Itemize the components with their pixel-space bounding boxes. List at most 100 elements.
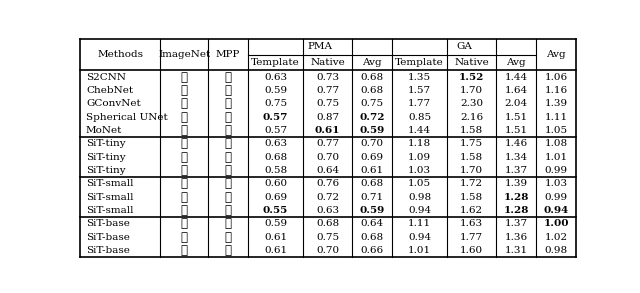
Text: 1.62: 1.62 <box>460 206 483 215</box>
Text: 0.70: 0.70 <box>316 153 339 162</box>
Text: ✗: ✗ <box>180 84 188 97</box>
Text: 1.05: 1.05 <box>545 126 568 135</box>
Text: SiT-small: SiT-small <box>86 193 134 202</box>
Text: 0.58: 0.58 <box>264 166 287 175</box>
Text: 0.63: 0.63 <box>264 139 287 148</box>
Text: ✗: ✗ <box>225 137 232 150</box>
Text: ✗: ✗ <box>180 124 188 137</box>
Text: 1.51: 1.51 <box>505 113 528 122</box>
Text: 1.37: 1.37 <box>505 166 528 175</box>
Text: 1.63: 1.63 <box>460 219 483 229</box>
Text: ✗: ✗ <box>225 97 232 110</box>
Text: Avg: Avg <box>547 50 566 59</box>
Text: Avg: Avg <box>506 58 526 67</box>
Text: 0.77: 0.77 <box>316 86 339 95</box>
Text: SiT-base: SiT-base <box>86 246 130 255</box>
Text: ✗: ✗ <box>180 164 188 177</box>
Text: 1.01: 1.01 <box>545 153 568 162</box>
Text: SiT-small: SiT-small <box>86 206 134 215</box>
Text: Template: Template <box>251 58 300 67</box>
Text: 1.58: 1.58 <box>460 153 483 162</box>
Text: ✓: ✓ <box>180 191 188 204</box>
Text: SiT-small: SiT-small <box>86 179 134 188</box>
Text: 0.55: 0.55 <box>263 206 288 215</box>
Text: 2.16: 2.16 <box>460 113 483 122</box>
Text: 0.68: 0.68 <box>360 179 383 188</box>
Text: ✗: ✗ <box>225 191 232 204</box>
Text: 0.64: 0.64 <box>316 166 339 175</box>
Text: 0.99: 0.99 <box>545 193 568 202</box>
Text: 0.68: 0.68 <box>360 73 383 81</box>
Text: ✗: ✗ <box>225 124 232 137</box>
Text: 1.28: 1.28 <box>504 206 529 215</box>
Text: 0.98: 0.98 <box>408 193 431 202</box>
Text: ✗: ✗ <box>180 111 188 124</box>
Text: 0.59: 0.59 <box>360 126 385 135</box>
Text: 1.44: 1.44 <box>505 73 528 81</box>
Text: 0.69: 0.69 <box>264 193 287 202</box>
Text: ✗: ✗ <box>225 217 232 231</box>
Text: 0.66: 0.66 <box>360 246 383 255</box>
Text: ✗: ✗ <box>180 71 188 84</box>
Text: 0.75: 0.75 <box>360 99 383 108</box>
Text: 1.77: 1.77 <box>460 233 483 242</box>
Text: 0.68: 0.68 <box>264 153 287 162</box>
Text: 0.59: 0.59 <box>264 219 287 229</box>
Text: 1.16: 1.16 <box>545 86 568 95</box>
Text: ✗: ✗ <box>180 217 188 231</box>
Text: 0.68: 0.68 <box>360 86 383 95</box>
Text: 1.51: 1.51 <box>505 126 528 135</box>
Text: 0.72: 0.72 <box>359 113 385 122</box>
Text: 1.58: 1.58 <box>460 193 483 202</box>
Text: 0.57: 0.57 <box>263 113 288 122</box>
Text: MPP: MPP <box>216 50 240 59</box>
Text: 1.31: 1.31 <box>505 246 528 255</box>
Text: 1.72: 1.72 <box>460 179 483 188</box>
Text: 1.18: 1.18 <box>408 139 431 148</box>
Text: 1.37: 1.37 <box>505 219 528 229</box>
Text: 1.03: 1.03 <box>408 166 431 175</box>
Text: 0.57: 0.57 <box>264 126 287 135</box>
Text: SiT-tiny: SiT-tiny <box>86 153 125 162</box>
Text: ✗: ✗ <box>180 204 188 217</box>
Text: 0.94: 0.94 <box>408 206 431 215</box>
Text: 1.05: 1.05 <box>408 179 431 188</box>
Text: 1.01: 1.01 <box>408 246 431 255</box>
Text: 0.61: 0.61 <box>315 126 340 135</box>
Text: ✓: ✓ <box>180 231 188 244</box>
Text: ✗: ✗ <box>180 97 188 110</box>
Text: 1.57: 1.57 <box>408 86 431 95</box>
Text: 1.70: 1.70 <box>460 166 483 175</box>
Text: PMA: PMA <box>307 42 332 51</box>
Text: SiT-base: SiT-base <box>86 233 130 242</box>
Text: 0.85: 0.85 <box>408 113 431 122</box>
Text: 1.11: 1.11 <box>545 113 568 122</box>
Text: GConvNet: GConvNet <box>86 99 141 108</box>
Text: Methods: Methods <box>97 50 143 59</box>
Text: ChebNet: ChebNet <box>86 86 133 95</box>
Text: ✓: ✓ <box>225 244 232 257</box>
Text: 1.09: 1.09 <box>408 153 431 162</box>
Text: 1.77: 1.77 <box>408 99 431 108</box>
Text: SiT-tiny: SiT-tiny <box>86 139 125 148</box>
Text: 1.11: 1.11 <box>408 219 431 229</box>
Text: 0.63: 0.63 <box>316 206 339 215</box>
Text: ImageNet: ImageNet <box>158 50 211 59</box>
Text: GA: GA <box>456 42 472 51</box>
Text: ✓: ✓ <box>180 151 188 164</box>
Text: ✗: ✗ <box>180 244 188 257</box>
Text: 0.68: 0.68 <box>316 219 339 229</box>
Text: SiT-base: SiT-base <box>86 219 130 229</box>
Text: ✗: ✗ <box>180 177 188 190</box>
Text: Spherical UNet: Spherical UNet <box>86 113 168 122</box>
Text: 0.64: 0.64 <box>360 219 383 229</box>
Text: 0.94: 0.94 <box>408 233 431 242</box>
Text: 0.75: 0.75 <box>264 99 287 108</box>
Text: 1.52: 1.52 <box>459 73 484 81</box>
Text: Native: Native <box>454 58 489 67</box>
Text: 2.04: 2.04 <box>505 99 528 108</box>
Text: 0.72: 0.72 <box>316 193 339 202</box>
Text: ✗: ✗ <box>225 71 232 84</box>
Text: 0.61: 0.61 <box>264 246 287 255</box>
Text: 1.75: 1.75 <box>460 139 483 148</box>
